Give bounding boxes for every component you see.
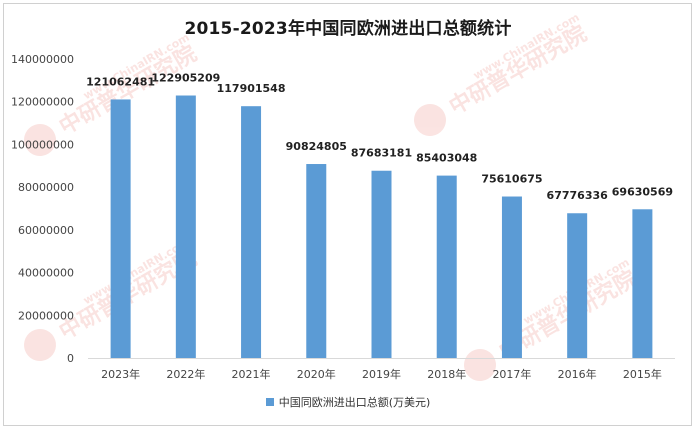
x-tick-label: 2017年 xyxy=(492,367,531,381)
bar xyxy=(632,209,653,358)
y-tick-label: 80000000 xyxy=(18,181,74,194)
y-tick-label: 100000000 xyxy=(11,138,74,151)
legend: 中国同欧洲进出口总额(万美元) xyxy=(0,394,696,410)
data-label: 85403048 xyxy=(416,152,477,165)
legend-label: 中国同欧洲进出口总额(万美元) xyxy=(278,396,431,409)
y-tick-label: 140000000 xyxy=(11,53,74,66)
chart-title: 2015-2023年中国同欧洲进出口总额统计 xyxy=(184,19,512,39)
legend-swatch xyxy=(265,398,274,406)
y-tick-label: 60000000 xyxy=(18,224,74,237)
watermark-circle xyxy=(24,124,56,156)
data-label: 117901548 xyxy=(217,82,286,95)
bar xyxy=(436,175,457,358)
watermark-circle xyxy=(414,104,446,136)
y-tick-label: 40000000 xyxy=(18,267,74,280)
x-tick-label: 2018年 xyxy=(427,367,466,381)
data-label: 90824805 xyxy=(286,140,347,153)
bar xyxy=(241,106,262,358)
x-tick-label: 2022年 xyxy=(166,367,205,381)
x-tick-label: 2015年 xyxy=(623,367,662,381)
y-axis: 0 20000000 40000000 60000000 80000000 1000000… xyxy=(11,53,675,365)
data-label: 67776336 xyxy=(547,189,609,202)
bar xyxy=(306,164,327,358)
x-axis: 2023年 2022年 2021年 2020年 2019年 2018年 2017年 2016年… xyxy=(101,367,662,381)
x-tick-label: 2016年 xyxy=(558,367,597,381)
data-label: 69630569 xyxy=(612,185,673,198)
bar xyxy=(371,170,392,358)
data-label: 87683181 xyxy=(351,147,412,160)
bar-series xyxy=(110,95,653,359)
data-label: 75610675 xyxy=(481,173,542,186)
y-tick-label: 120000000 xyxy=(11,96,74,109)
watermark-circle xyxy=(24,329,56,361)
data-label: 122905209 xyxy=(151,72,220,85)
bar xyxy=(110,99,131,358)
watermark-circle xyxy=(464,349,496,381)
x-tick-label: 2020年 xyxy=(297,367,336,381)
bar xyxy=(501,196,522,358)
x-tick-label: 2021年 xyxy=(232,367,271,381)
y-tick-label: 20000000 xyxy=(18,309,74,322)
watermark-brand-text: 中研普华研究院 xyxy=(445,21,591,121)
data-label: 121062481 xyxy=(86,75,155,88)
bar xyxy=(567,213,588,358)
x-tick-label: 2019年 xyxy=(362,367,401,381)
bar xyxy=(175,95,196,359)
y-tick-label: 0 xyxy=(67,352,74,365)
x-tick-label: 2023年 xyxy=(101,367,140,381)
